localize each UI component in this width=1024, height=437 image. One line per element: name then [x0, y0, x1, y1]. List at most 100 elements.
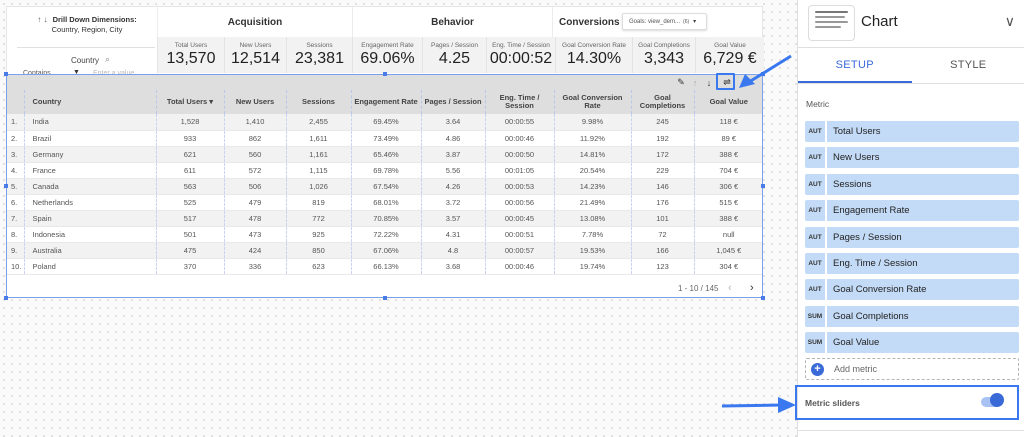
- scorecard-label: Pages / Session: [431, 42, 478, 49]
- resize-handle[interactable]: [4, 72, 8, 76]
- scorecard-goal-value[interactable]: Goal Value 6,729 €: [695, 37, 764, 73]
- tab-style[interactable]: STYLE: [950, 59, 987, 71]
- scorecard-label: Goal Value: [714, 42, 746, 49]
- cell: 166: [630, 242, 694, 259]
- more-options-icon[interactable]: ⋮: [742, 77, 752, 87]
- metric-chip-new-users[interactable]: AUT New Users: [805, 147, 1019, 169]
- metric-chip-engagement-rate[interactable]: AUT Engagement Rate: [805, 200, 1019, 222]
- aggregation-badge[interactable]: AUT: [805, 252, 827, 274]
- metric-chip-goal-completions[interactable]: SUM Goal Completions: [805, 305, 1019, 327]
- metric-name: Pages / Session: [833, 231, 902, 243]
- metric-name: New Users: [833, 152, 880, 164]
- cell: 479: [223, 194, 286, 211]
- drill-arrows-icon[interactable]: ↑ ↓: [37, 15, 48, 24]
- cell: 572: [223, 162, 286, 179]
- cell: 00:00:56: [484, 194, 554, 211]
- aggregation-badge[interactable]: AUT: [805, 226, 827, 248]
- col-header-country[interactable]: Country: [23, 90, 156, 114]
- cell: 560: [223, 146, 286, 163]
- scorecard-value: 14.30%: [566, 50, 622, 67]
- scorecard-total-users[interactable]: Total Users 13,570: [157, 37, 224, 73]
- aggregation-badge[interactable]: AUT: [805, 200, 827, 222]
- prev-page-icon[interactable]: ‹: [728, 282, 732, 294]
- table-toolbar-strip: [6, 74, 763, 90]
- cell-country: Indonesia: [23, 226, 156, 243]
- resize-handle[interactable]: [383, 296, 387, 300]
- cell: 4.86: [420, 130, 485, 147]
- scorecard-pages-session[interactable]: Pages / Session 4.25: [422, 37, 486, 73]
- col-header-goal-conversion-rate[interactable]: Goal Conversion Rate: [553, 90, 631, 114]
- row-index: 9.: [6, 242, 24, 259]
- cell: 3.72: [420, 194, 485, 211]
- chevron-down-icon[interactable]: ∨: [1004, 13, 1015, 29]
- aggregation-badge[interactable]: AUT: [805, 279, 827, 301]
- metric-chip-goal-conversion-rate[interactable]: AUT Goal Conversion Rate: [805, 279, 1019, 301]
- row-index: 1.: [6, 114, 24, 131]
- add-metric-label: Add metric: [834, 364, 878, 374]
- cell: 621: [155, 146, 224, 163]
- scorecard-value: 00:00:52: [489, 50, 553, 67]
- metric-chip-pages-session[interactable]: AUT Pages / Session: [805, 226, 1019, 248]
- cell: 424: [223, 242, 286, 259]
- aggregation-badge[interactable]: AUT: [805, 173, 827, 195]
- data-table-chart[interactable]: Country Total Users ▾ New Users Sessions…: [6, 74, 763, 298]
- scorecard-label: New Users: [239, 42, 272, 49]
- aggregation-badge[interactable]: AUT: [805, 147, 827, 169]
- cell: 475: [155, 242, 224, 259]
- add-metric-button[interactable]: + Add metric: [805, 358, 1019, 380]
- col-header-sessions[interactable]: Sessions: [285, 90, 351, 114]
- scorecard-label: Eng. Time / Session: [492, 42, 550, 49]
- cell: 68.01%: [350, 194, 421, 211]
- scorecard-goal-completions[interactable]: Goal Completions 3,343: [632, 37, 695, 73]
- scorecard-goal-conversion-rate[interactable]: Goal Conversion Rate 14.30%: [555, 37, 632, 73]
- scorecard-label: Goal Completions: [638, 42, 690, 49]
- col-header-eng-time[interactable]: Eng. Time / Session: [484, 90, 554, 114]
- resize-handle[interactable]: [761, 184, 765, 188]
- scorecard-eng-time[interactable]: Eng. Time / Session 00:00:52: [486, 37, 555, 73]
- cell: 5.56: [420, 162, 485, 179]
- cell: 3.87: [420, 146, 485, 163]
- resize-handle[interactable]: [4, 296, 8, 300]
- chart-type-selector[interactable]: Chart ∨: [798, 0, 1024, 48]
- metric-chip-total-users[interactable]: AUT Total Users: [805, 121, 1019, 142]
- col-header-new-users[interactable]: New Users: [223, 90, 286, 114]
- goals-dropdown[interactable]: Goals: view_dem... (6) ▾: [622, 13, 707, 30]
- cell: 525: [155, 194, 224, 211]
- resize-handle[interactable]: [761, 296, 765, 300]
- col-header-total-users[interactable]: Total Users ▾: [155, 90, 224, 114]
- resize-handle[interactable]: [383, 72, 387, 76]
- scorecard-label: Engagement Rate: [361, 42, 414, 49]
- edit-pencil-icon[interactable]: ✎: [677, 77, 685, 87]
- metric-name: Engagement Rate: [833, 205, 910, 217]
- row-index: 7.: [6, 210, 24, 227]
- sort-ascending-icon[interactable]: ↑: [692, 77, 698, 88]
- col-header-goal-value[interactable]: Goal Value: [693, 90, 763, 114]
- aggregation-badge[interactable]: SUM: [805, 305, 827, 327]
- col-header-goal-completions[interactable]: Goal Completions: [630, 90, 694, 114]
- aggregation-badge[interactable]: SUM: [805, 332, 827, 354]
- col-header-pages-session[interactable]: Pages / Session: [420, 90, 485, 114]
- metric-chip-sessions[interactable]: AUT Sessions: [805, 173, 1019, 195]
- scorecard-engagement-rate[interactable]: Engagement Rate 69.06%: [352, 37, 422, 73]
- metric-name: Goal Completions: [833, 310, 909, 322]
- toggle-knob[interactable]: [990, 393, 1004, 407]
- metric-chip-goal-value[interactable]: SUM Goal Value: [805, 332, 1019, 354]
- goals-count: (6): [683, 18, 690, 25]
- metric-sliders-icon[interactable]: ⇌: [723, 77, 731, 87]
- aggregation-badge[interactable]: AUT: [805, 121, 827, 142]
- caret-down-icon[interactable]: ▼: [73, 69, 80, 76]
- row-index: 3.: [6, 146, 24, 163]
- resize-handle[interactable]: [761, 72, 765, 76]
- tab-setup[interactable]: SETUP: [798, 48, 912, 83]
- scorecard-new-users[interactable]: New Users 12,514: [224, 37, 286, 73]
- col-header-index: [6, 90, 24, 114]
- resize-handle[interactable]: [4, 184, 8, 188]
- metric-chip-eng-time[interactable]: AUT Eng. Time / Session: [805, 252, 1019, 274]
- search-icon[interactable]: ⌕: [105, 54, 111, 64]
- drill-down-control[interactable]: ↑ ↓ Drill Down Dimensions: Country, Regi…: [7, 7, 161, 79]
- scorecard-sessions[interactable]: Sessions 23,381: [286, 37, 352, 73]
- cell: 336: [223, 258, 286, 275]
- sort-descending-icon[interactable]: ↓: [706, 77, 712, 88]
- next-page-icon[interactable]: ›: [750, 282, 754, 294]
- col-header-engagement-rate[interactable]: Engagement Rate: [350, 90, 421, 114]
